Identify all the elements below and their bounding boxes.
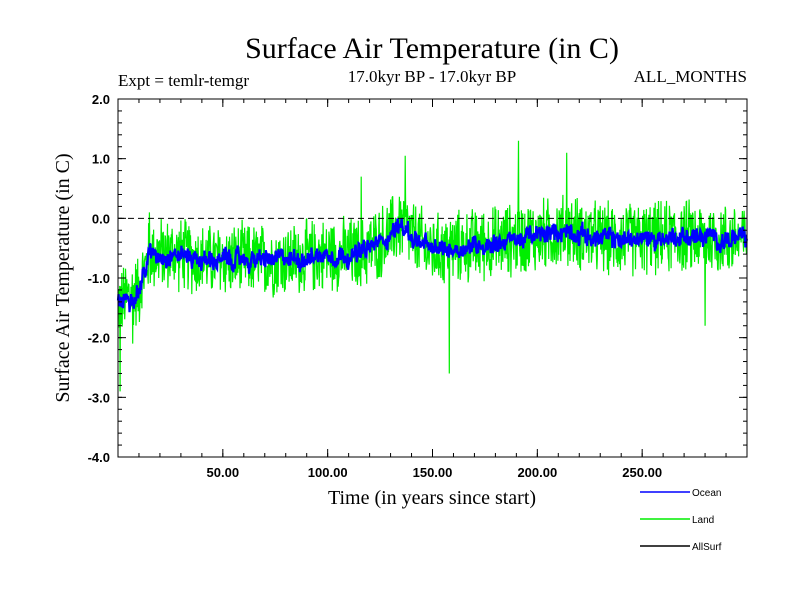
- legend-label-ocean: Ocean: [692, 488, 721, 499]
- legend-label-allsurf: AllSurf: [692, 542, 722, 553]
- expt-label: Expt = temlr-temgr: [118, 71, 249, 90]
- chart-subtitle: 17.0kyr BP - 17.0kyr BP: [348, 67, 516, 86]
- legend-label-land: Land: [692, 515, 714, 526]
- y-tick-label: -4.0: [88, 450, 110, 465]
- y-tick-label: -3.0: [88, 390, 110, 405]
- plot-frame: [117, 98, 748, 458]
- x-tick-label: 50.00: [207, 465, 240, 480]
- y-tick-label: 0.0: [92, 211, 110, 226]
- y-tick-label: 2.0: [92, 92, 110, 107]
- plot-series: [116, 140, 749, 392]
- chart-title: Surface Air Temperature (in C): [245, 32, 619, 65]
- x-tick-label: 250.00: [622, 465, 662, 480]
- x-tick-label: 150.00: [413, 465, 453, 480]
- series-ocean-line: [116, 217, 749, 313]
- y-tick-label: -1.0: [88, 271, 110, 286]
- legend: Ocean Land AllSurf: [640, 488, 722, 553]
- y-tick-label: 1.0: [92, 152, 110, 167]
- x-tick-label: 100.00: [308, 465, 348, 480]
- months-label: ALL_MONTHS: [634, 67, 747, 86]
- x-tick-label: 200.00: [517, 465, 557, 480]
- axis-ticks: 2.0 1.0 0.0 -1.0 -2.0 -3.0 -4.0 50.00 100.00 150.…: [88, 92, 748, 480]
- y-tick-label: -2.0: [88, 331, 110, 346]
- x-axis-label: Time (in years since start): [328, 487, 536, 509]
- y-axis-label: Surface Air Temperature (in C): [52, 153, 74, 402]
